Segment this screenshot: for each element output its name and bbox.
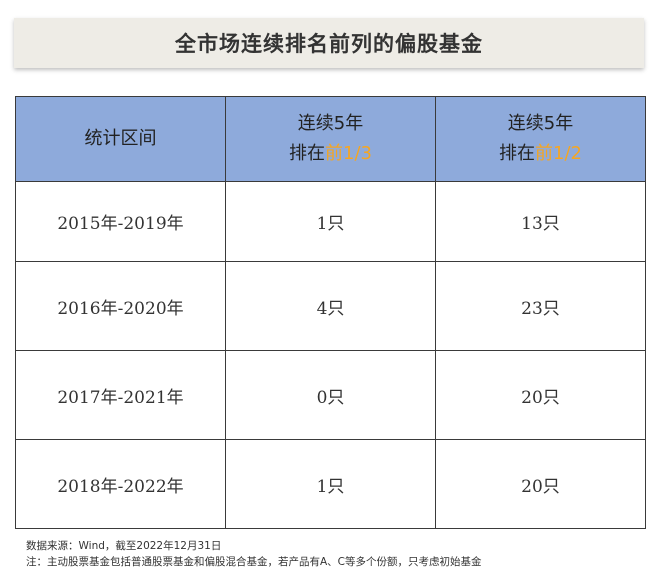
period-cell: 2015年-2019年 — [15, 181, 226, 262]
header-top-third-line2: 排在前1/3 — [226, 139, 435, 169]
table-header-row: 统计区间 连续5年 排在前1/3 连续5年 排在前1/2 — [15, 96, 646, 182]
header-period-label: 统计区间 — [84, 128, 157, 149]
header-top-half-prefix: 排在 — [499, 143, 536, 164]
table-row: 2018年-2022年 1只 20只 — [15, 439, 646, 529]
title-banner: 全市场连续排名前列的偏股基金 — [14, 18, 644, 68]
header-top-half-line1: 连续5年 — [507, 113, 574, 134]
header-top-half: 连续5年 排在前1/2 — [435, 96, 646, 182]
top-half-cell: 13只 — [435, 181, 646, 262]
table-row: 2017年-2021年 0只 20只 — [15, 350, 646, 440]
top-third-cell: 1只 — [225, 439, 436, 529]
header-top-half-highlight: 前1/2 — [535, 143, 582, 164]
footnotes: 数据来源：Wind，截至2022年12月31日 注：主动股票基金包括普通股票基金… — [26, 538, 482, 570]
top-half-cell: 20只 — [435, 439, 646, 529]
header-top-third-highlight: 前1/3 — [325, 143, 372, 164]
top-half-cell: 23只 — [435, 261, 646, 351]
period-cell: 2016年-2020年 — [15, 261, 226, 351]
top-third-cell: 1只 — [225, 181, 436, 262]
header-top-third-line1: 连续5年 — [297, 113, 364, 134]
header-top-half-line2: 排在前1/2 — [436, 139, 645, 169]
definition-note: 注：主动股票基金包括普通股票基金和偏股混合基金，若产品有A、C等多个份额，只考虑… — [26, 556, 482, 568]
header-period: 统计区间 — [15, 96, 226, 182]
header-top-third: 连续5年 排在前1/3 — [225, 96, 436, 182]
page-title: 全市场连续排名前列的偏股基金 — [175, 32, 483, 56]
ranking-table: 统计区间 连续5年 排在前1/3 连续5年 排在前1/2 2015年-2019年… — [15, 96, 646, 529]
period-cell: 2017年-2021年 — [15, 350, 226, 440]
top-third-cell: 4只 — [225, 261, 436, 351]
table-row: 2015年-2019年 1只 13只 — [15, 181, 646, 262]
header-top-third-prefix: 排在 — [289, 143, 326, 164]
period-cell: 2018年-2022年 — [15, 439, 226, 529]
source-note: 数据来源：Wind，截至2022年12月31日 — [26, 540, 222, 552]
top-half-cell: 20只 — [435, 350, 646, 440]
top-third-cell: 0只 — [225, 350, 436, 440]
table-row: 2016年-2020年 4只 23只 — [15, 261, 646, 351]
